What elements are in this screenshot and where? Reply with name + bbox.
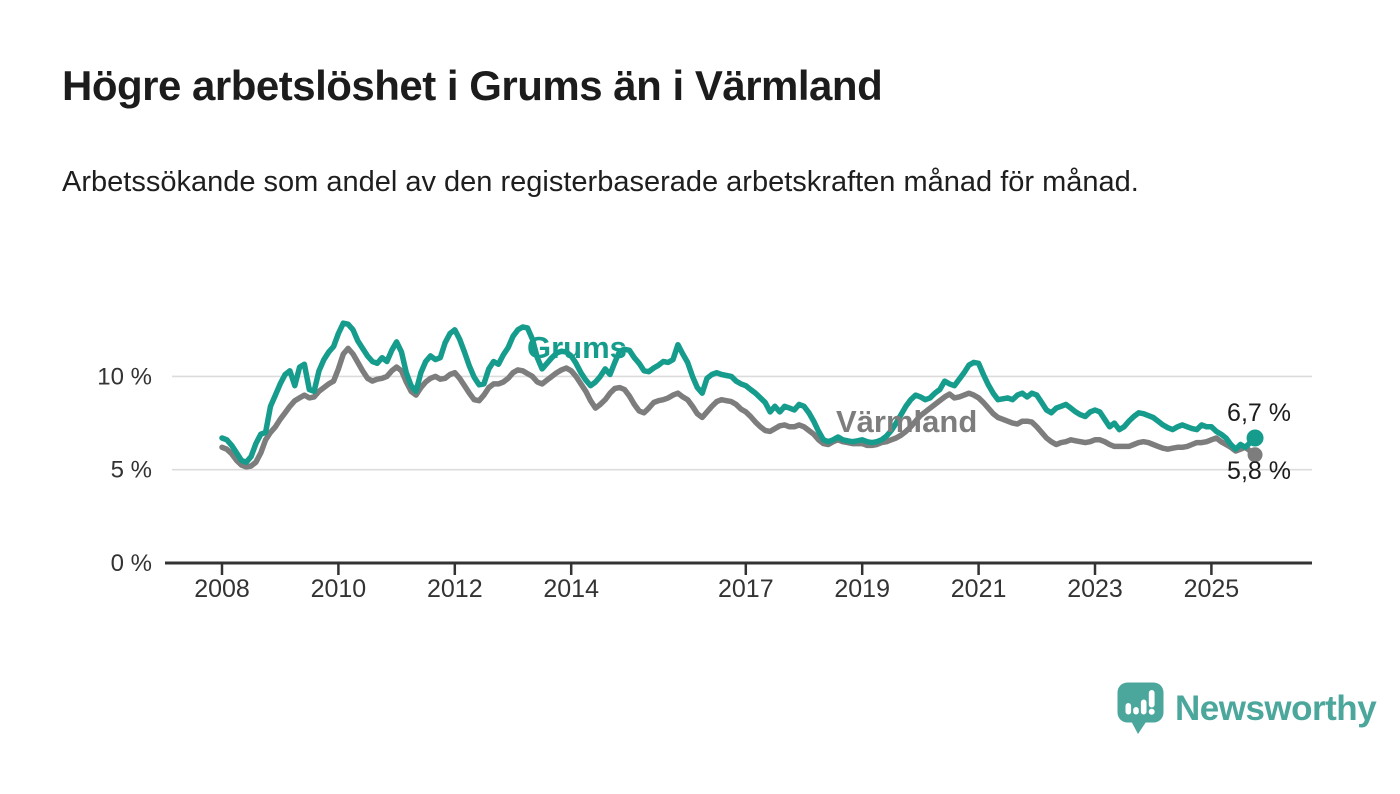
newsworthy-speech-bubble-bar-chart-icon — [1117, 682, 1164, 734]
y-tick-label: 0 % — [111, 550, 152, 577]
x-tick-label: 2008 — [194, 575, 250, 603]
series-label-grums: Grums — [527, 330, 627, 365]
vrmland-end-dot — [1247, 447, 1263, 463]
newsworthy-logo-text: Newsworthy — [1175, 688, 1377, 728]
end-label-grums: 6,7 % — [1227, 399, 1291, 427]
x-tick-label: 2010 — [311, 575, 367, 603]
x-tick-label: 2014 — [543, 575, 599, 603]
y-tick-label: 10 % — [97, 363, 152, 390]
chart-title: Högre arbetslöshet i Grums än i Värmland — [62, 62, 883, 109]
newsworthy-logo[interactable]: Newsworthy — [1117, 682, 1377, 735]
x-tick-label: 2019 — [834, 575, 890, 603]
series-label-vrmland: Värmland — [836, 404, 977, 439]
y-tick-label: 5 % — [111, 457, 152, 484]
chart-subtitle: Arbetssökande som andel av den registerb… — [62, 166, 1139, 198]
end-label-varmland: 5,8 % — [1227, 457, 1291, 485]
grums-end-dot — [1246, 429, 1264, 447]
x-tick-label: 2012 — [427, 575, 483, 603]
vrmland-line — [219, 345, 1258, 470]
x-tick-label: 2017 — [718, 575, 774, 603]
grums-line — [219, 320, 1258, 465]
x-tick-label: 2025 — [1184, 575, 1240, 603]
x-tick-label: 2023 — [1067, 575, 1123, 603]
x-tick-label: 2021 — [951, 575, 1007, 603]
